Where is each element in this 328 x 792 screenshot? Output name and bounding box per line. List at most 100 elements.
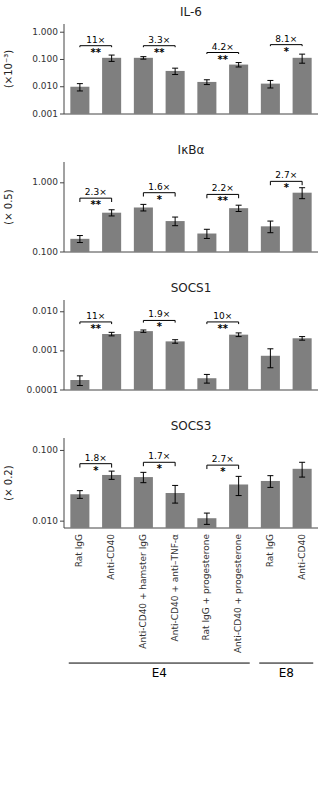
error-bar-cap <box>109 55 115 56</box>
error-bar-cap <box>77 90 83 91</box>
error-bar-cap <box>204 79 210 80</box>
error-bar-cap <box>172 74 178 75</box>
error-bar <box>236 333 242 337</box>
error-bar-cap <box>204 229 210 230</box>
error-bar <box>172 340 178 344</box>
error-bar-cap <box>236 495 242 496</box>
error-bar <box>109 55 115 61</box>
error-bar-cap <box>140 210 146 211</box>
panel: SOCS3(× 0.2)0.0100.1001.8×*1.7×*2.7×*Rat… <box>3 419 318 680</box>
error-bar <box>299 462 305 477</box>
error-bar-cap <box>77 235 83 236</box>
error-bar-cap <box>267 80 273 81</box>
bar <box>229 208 248 252</box>
error-bar <box>299 188 305 199</box>
title: IκBα <box>178 143 205 157</box>
bar <box>102 475 121 528</box>
significance-label: * <box>157 194 163 205</box>
error-bar-cap <box>267 221 273 222</box>
error-bar-stem <box>79 236 80 243</box>
error-bar-stem <box>79 491 80 499</box>
significance-label: * <box>284 46 290 57</box>
error-bar-stem <box>302 54 303 63</box>
error-bar-stem <box>302 462 303 477</box>
significance-label: * <box>220 466 226 477</box>
significance-label: ** <box>91 47 102 58</box>
y-tick <box>60 182 64 183</box>
error-bar-cap <box>109 215 115 216</box>
error-bar <box>267 349 273 368</box>
title: IL-6 <box>180 5 202 19</box>
x-tick-label: Anti-CD40 + anti–TNF-α <box>170 534 180 641</box>
error-bar-cap <box>267 487 273 488</box>
x-tick-label: Anti-CD40 + hamster IgG <box>138 534 148 649</box>
marks <box>70 188 311 252</box>
error-bar-cap <box>77 375 83 376</box>
error-bar-stem <box>206 513 207 524</box>
y-axis-label: (× 0.5) <box>3 189 14 224</box>
error-bar <box>236 476 242 495</box>
error-bar-cap <box>172 225 178 226</box>
significance-label: ** <box>218 54 229 65</box>
bar <box>197 82 216 114</box>
error-bar <box>140 330 146 332</box>
error-bar-cap <box>77 498 83 499</box>
error-bar <box>236 63 242 67</box>
error-bar <box>77 236 83 243</box>
error-bar <box>267 80 273 88</box>
error-bar-stem <box>79 376 80 386</box>
error-bar-stem <box>206 80 207 85</box>
error-bar-cap <box>172 343 178 344</box>
bar <box>134 207 153 252</box>
bar <box>293 469 312 528</box>
y-tick <box>60 350 64 351</box>
error-bar-cap <box>236 205 242 206</box>
error-bar <box>140 472 146 482</box>
error-bar-cap <box>77 242 83 243</box>
error-bar <box>140 204 146 211</box>
error-bar <box>204 513 210 524</box>
bar <box>70 87 89 114</box>
error-bar-stem <box>111 332 112 336</box>
significance-label: ** <box>91 323 102 334</box>
error-bar-stem <box>238 333 239 337</box>
bar <box>70 494 89 528</box>
error-bar-cap <box>299 477 305 478</box>
x-tick-label: Anti-CD40 <box>106 534 116 580</box>
error-bar-stem <box>270 221 271 233</box>
error-bar-cap <box>267 87 273 88</box>
error-bar <box>77 84 83 91</box>
error-bar-cap <box>236 211 242 212</box>
y-tick <box>60 32 64 33</box>
y-axis-line <box>64 438 65 528</box>
x-tick-label: Anti-CD40 + progesterone <box>233 534 243 654</box>
fold-change-label: 2.3× <box>85 187 107 197</box>
significance-label: * <box>157 463 163 474</box>
error-bar-cap <box>299 340 305 341</box>
error-bar-cap <box>109 332 115 333</box>
marks <box>70 54 311 114</box>
error-bar-cap <box>204 84 210 85</box>
error-bar-cap <box>77 83 83 84</box>
panel: IL-6(×10⁻³)0.0010.0100.1001.00011×**3.3×… <box>3 5 318 119</box>
y-tick-label: 0.100 <box>32 247 58 257</box>
error-bar-stem <box>175 485 176 503</box>
error-bar <box>172 485 178 503</box>
bar <box>229 335 248 390</box>
error-bar-cap <box>109 61 115 62</box>
bar <box>261 481 280 528</box>
bar <box>102 334 121 390</box>
error-bar <box>204 80 210 85</box>
group-line <box>69 663 250 664</box>
bar <box>166 71 185 114</box>
error-bar-cap <box>172 339 178 340</box>
error-bar-stem <box>238 63 239 67</box>
significance-label: ** <box>91 199 102 210</box>
error-bar-stem <box>238 205 239 211</box>
error-bar-cap <box>267 367 273 368</box>
bar <box>261 84 280 114</box>
bar <box>134 477 153 528</box>
bar <box>293 193 312 252</box>
y-tick-label: 0.100 <box>32 445 58 455</box>
error-bar <box>109 471 115 479</box>
